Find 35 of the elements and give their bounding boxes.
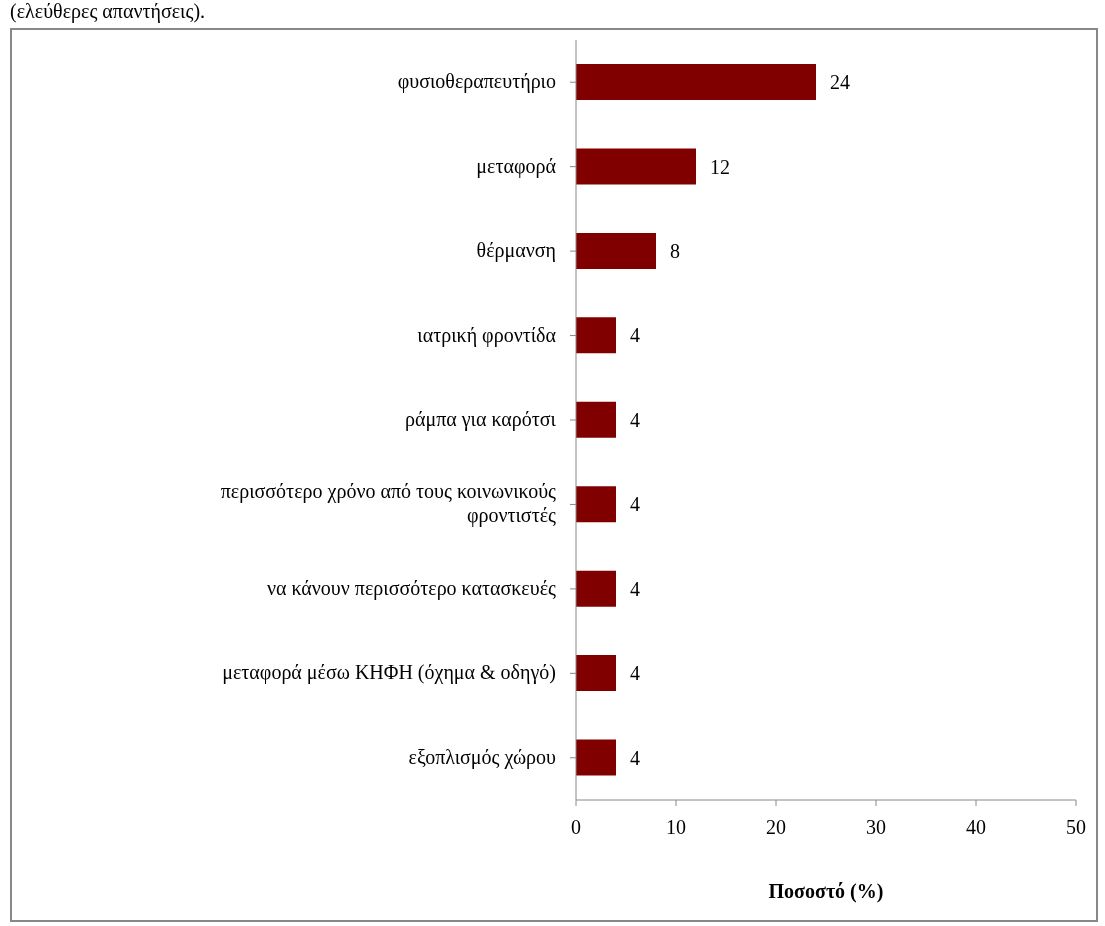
bar	[576, 64, 816, 100]
data-label: 24	[830, 71, 850, 94]
data-label: 4	[630, 577, 640, 600]
data-label: 12	[710, 155, 730, 178]
data-label: 4	[630, 324, 640, 347]
x-axis-title: Ποσοστό (%)	[768, 880, 884, 903]
y-tick-label: ράμπα για καρότσι	[404, 408, 557, 431]
bar	[576, 317, 616, 354]
x-tick-label: 30	[866, 816, 886, 839]
data-label: 4	[630, 408, 640, 431]
y-tick-label: μεταφορά μέσω ΚΗΦΗ (όχημα & οδηγό)	[222, 661, 556, 685]
bar	[576, 739, 616, 776]
x-tick-label: 20	[766, 816, 786, 839]
y-tick-label: φυσιοθεραπευτήριο	[397, 70, 556, 94]
y-tick-label: εξοπλισμός χώρου	[408, 745, 557, 769]
y-tick-label: περισσότερο χρόνο από τους κοινωνικούς φροντιστές	[220, 480, 557, 528]
bar	[576, 401, 616, 438]
text: (ελεύθερες απαντήσεις).	[10, 0, 206, 23]
bar	[576, 148, 696, 185]
bar	[576, 655, 616, 692]
y-tick-label: να κάνουν περισσότερο κατασκευές	[266, 576, 557, 600]
data-label: 4	[630, 662, 640, 685]
y-tick-label: θέρμανση	[476, 239, 556, 263]
data-label: 8	[670, 239, 680, 262]
x-tick-label: 10	[666, 816, 686, 839]
data-label: 4	[630, 493, 640, 516]
y-tick-label: ιατρική φροντίδα	[417, 323, 557, 347]
data-label: 4	[630, 746, 640, 769]
x-tick-label: 50	[1066, 816, 1086, 839]
bar	[576, 486, 616, 523]
y-tick-label: μεταφορά	[476, 154, 557, 178]
bar	[576, 570, 616, 607]
x-tick-label: 40	[966, 816, 986, 839]
x-tick-label: 0	[571, 816, 581, 839]
bar	[576, 232, 656, 269]
